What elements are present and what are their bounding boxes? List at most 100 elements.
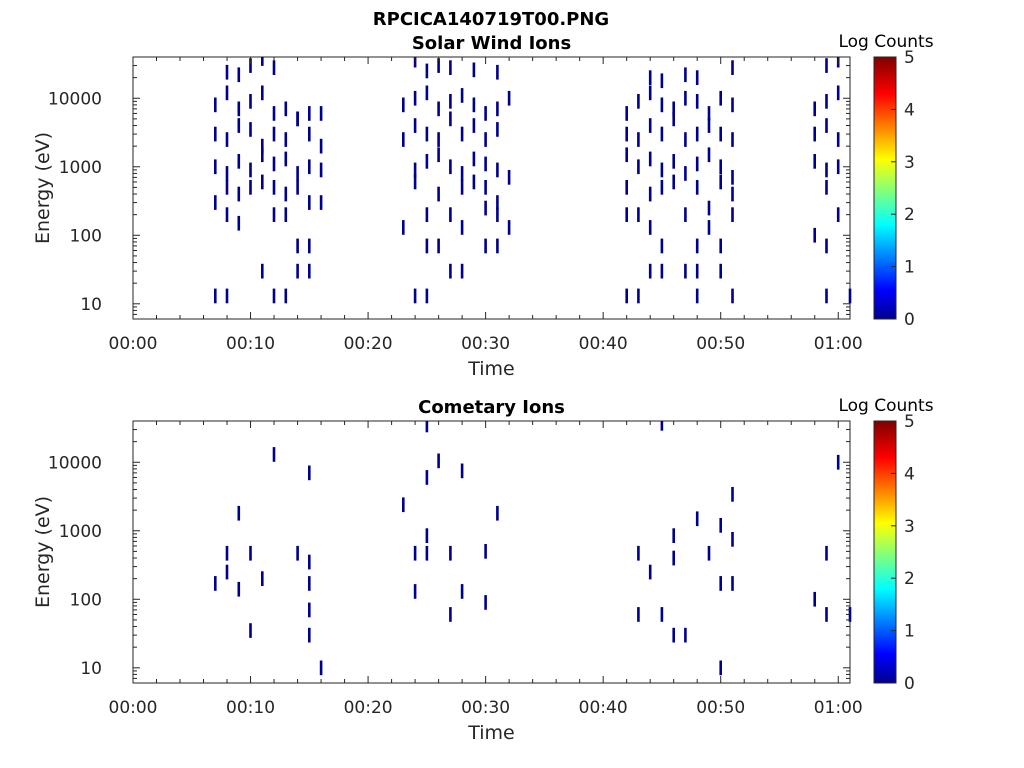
data-bin	[660, 263, 664, 279]
data-bin	[261, 571, 264, 586]
data-bin	[731, 532, 734, 547]
data-bin	[402, 97, 405, 113]
x-tick-label: 00:00	[109, 334, 158, 354]
data-bin	[648, 564, 652, 580]
data-bin	[648, 263, 652, 279]
data-bin	[695, 263, 699, 279]
data-bin	[719, 576, 722, 591]
data-bin	[719, 159, 722, 175]
x-tick-label: 00:50	[696, 698, 745, 718]
data-bin	[731, 487, 734, 502]
data-bin	[684, 90, 687, 106]
data-bin	[425, 545, 429, 561]
data-bin	[413, 162, 417, 178]
data-bin	[825, 162, 828, 178]
data-bin	[237, 581, 241, 597]
x-tick-label: 00:10	[226, 698, 275, 718]
data-bin	[261, 138, 264, 154]
data-bin	[813, 591, 816, 607]
x-axis: 00:00 00:10 00:20 00:30 00:40 00:50 01:00	[109, 421, 863, 718]
data-bin	[449, 545, 452, 561]
data-bin	[284, 132, 288, 147]
x-tick-label: 00:20	[344, 698, 393, 718]
data-bin	[836, 132, 840, 147]
data-bin	[731, 132, 734, 147]
y-axis: 10 100 1000 10000	[48, 56, 850, 320]
data-bin	[625, 180, 628, 195]
data-bin	[284, 186, 288, 202]
colorbar-tick-label: 3	[904, 153, 915, 173]
data-bin	[449, 207, 452, 222]
data-bin	[637, 94, 640, 109]
data-bin	[296, 111, 299, 127]
x-tick-label: 00:30	[461, 698, 510, 718]
data-marks	[214, 57, 852, 304]
x-tick-label: 00:40	[579, 698, 628, 718]
data-bin	[731, 97, 734, 113]
data-bin	[214, 126, 217, 142]
colorbar-tick-label: 5	[904, 412, 915, 432]
colorbar-gradient	[873, 420, 897, 684]
data-bin	[225, 545, 229, 561]
data-bin	[719, 90, 722, 106]
data-bin	[672, 174, 675, 190]
data-bin	[261, 85, 264, 101]
data-bin	[272, 106, 276, 121]
data-bin	[437, 238, 440, 254]
data-bin	[319, 162, 323, 178]
colorbar-tick-label: 4	[904, 464, 915, 484]
data-bin	[413, 288, 417, 304]
data-bin	[413, 90, 417, 106]
data-bin	[214, 576, 217, 591]
x-tick-label: 00:00	[109, 698, 158, 718]
data-bin	[648, 118, 652, 133]
data-bin	[825, 118, 828, 133]
data-bin	[308, 159, 311, 175]
data-bin	[460, 180, 464, 195]
data-bin	[496, 195, 499, 210]
data-bin	[472, 151, 476, 167]
data-bin	[249, 94, 252, 109]
y-axis-label: Energy (eV)	[32, 132, 54, 244]
data-bin	[719, 660, 722, 676]
data-bin	[637, 132, 640, 147]
data-bin	[413, 584, 417, 599]
data-bin	[625, 106, 628, 121]
x-tick-label: 00:10	[226, 334, 275, 354]
data-bin	[825, 238, 828, 254]
data-bin	[308, 465, 311, 481]
data-bin	[684, 627, 687, 643]
data-bin	[484, 200, 487, 216]
colorbar-tick-label: 0	[904, 310, 915, 330]
data-bin	[425, 63, 429, 79]
y-tick-label: 100	[70, 590, 102, 610]
data-bin	[825, 94, 828, 109]
data-bin	[472, 62, 476, 78]
data-bin	[319, 106, 323, 121]
data-bin	[707, 220, 711, 235]
data-bin	[402, 497, 405, 513]
data-bin	[225, 564, 229, 580]
data-bin	[261, 147, 264, 163]
data-bin	[707, 118, 711, 133]
data-bin	[284, 288, 288, 304]
data-bin	[672, 111, 675, 127]
data-bin	[719, 174, 722, 190]
data-bin	[684, 67, 687, 83]
y-tick-label: 10	[80, 295, 102, 315]
data-bin	[648, 186, 652, 202]
data-bin	[319, 138, 323, 154]
data-bin	[425, 85, 429, 101]
data-bin	[261, 263, 264, 279]
data-bin	[237, 118, 241, 133]
data-bin	[319, 195, 323, 210]
data-bin	[308, 263, 311, 279]
data-bin	[296, 166, 299, 181]
data-bin	[449, 94, 452, 109]
data-bin	[449, 111, 452, 127]
colorbar-gradient	[873, 56, 897, 320]
data-bin	[425, 421, 429, 433]
data-bin	[214, 159, 217, 175]
